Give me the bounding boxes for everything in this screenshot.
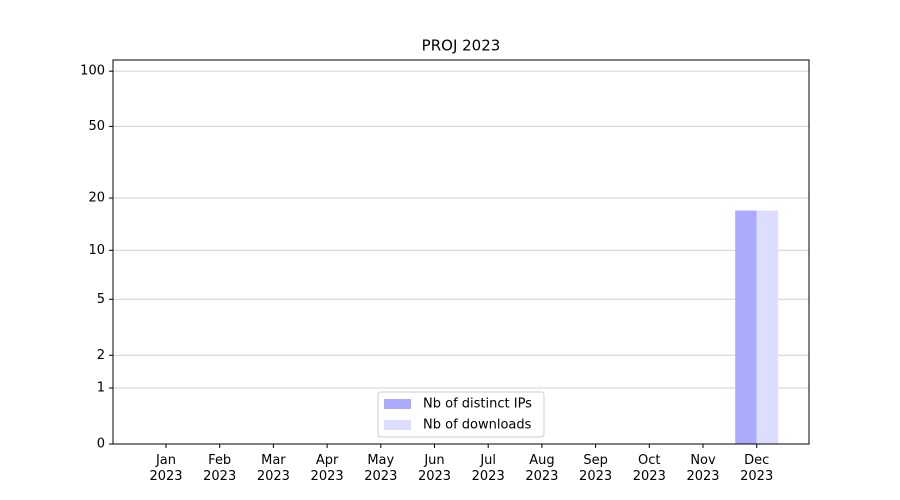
x-tick-label: Sep 2023 (579, 453, 613, 484)
legend-swatch (384, 420, 411, 430)
x-tick-label: Dec 2023 (740, 453, 774, 484)
x-tick-label: Jul 2023 (471, 453, 505, 484)
plot-frame (112, 59, 810, 445)
bar (735, 210, 757, 444)
y-tick-label: 50 (88, 119, 105, 134)
y-tick-label: 0 (97, 437, 105, 452)
x-tick-label: Aug 2023 (525, 453, 559, 484)
y-tick-label: 20 (88, 191, 105, 206)
legend-label: Nb of downloads (423, 418, 532, 433)
x-tick-label: Jan 2023 (149, 453, 183, 484)
x-tick-label: Nov 2023 (686, 453, 720, 484)
x-tick-label: Jun 2023 (417, 453, 452, 484)
legend-label: Nb of distinct IPs (423, 397, 532, 412)
y-tick-label: 2 (97, 348, 105, 363)
chart-title: PROJ 2023 (422, 37, 501, 55)
y-tick-label: 5 (97, 292, 105, 307)
x-tick-label: Mar 2023 (256, 453, 290, 484)
legend-swatch (384, 399, 411, 409)
x-tick-label: May 2023 (364, 453, 398, 484)
x-tick-label: Apr 2023 (310, 453, 344, 484)
y-tick-label: 10 (88, 243, 105, 258)
bar (756, 210, 779, 444)
legend-box (377, 391, 545, 438)
y-tick-label: 100 (80, 64, 105, 79)
y-tick-label: 1 (97, 381, 105, 396)
x-tick-label: Feb 2023 (203, 453, 237, 484)
x-tick-label: Oct 2023 (632, 453, 666, 484)
